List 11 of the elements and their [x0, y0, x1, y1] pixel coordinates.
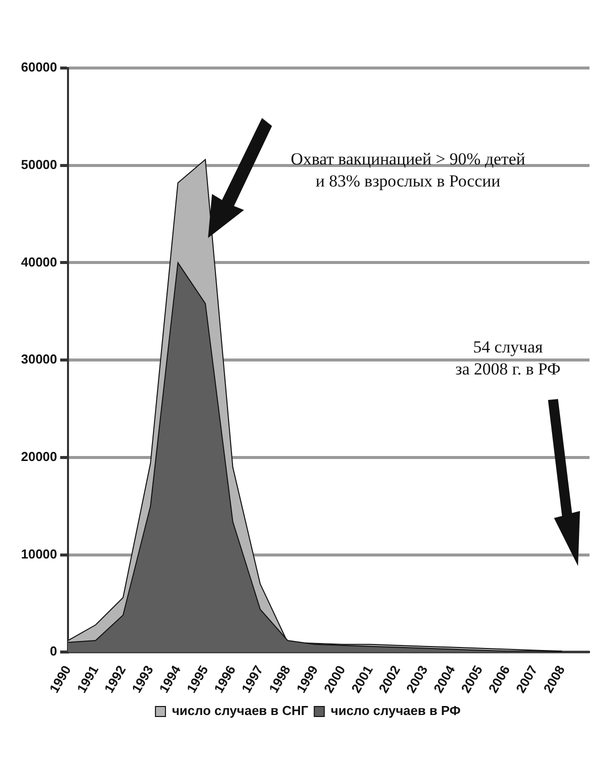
y-tick-label: 10000: [20, 546, 58, 562]
annotation: Охват вакцинацией > 90% детей и 83% взрослых в России: [290, 149, 526, 190]
annotation: 54 случая за 2008 г. в РФ: [455, 337, 561, 378]
y-tick-label: 40000: [20, 254, 58, 270]
legend-label: число случаев в СНГ: [172, 703, 309, 718]
y-tick-label: 30000: [20, 352, 58, 367]
y-tick-label: 20000: [20, 449, 58, 464]
y-tick-label: 0: [50, 644, 58, 659]
y-tick-label: 60000: [20, 60, 58, 75]
legend-label: число случаев в РФ: [330, 703, 461, 718]
y-tick-label: 50000: [20, 156, 58, 172]
